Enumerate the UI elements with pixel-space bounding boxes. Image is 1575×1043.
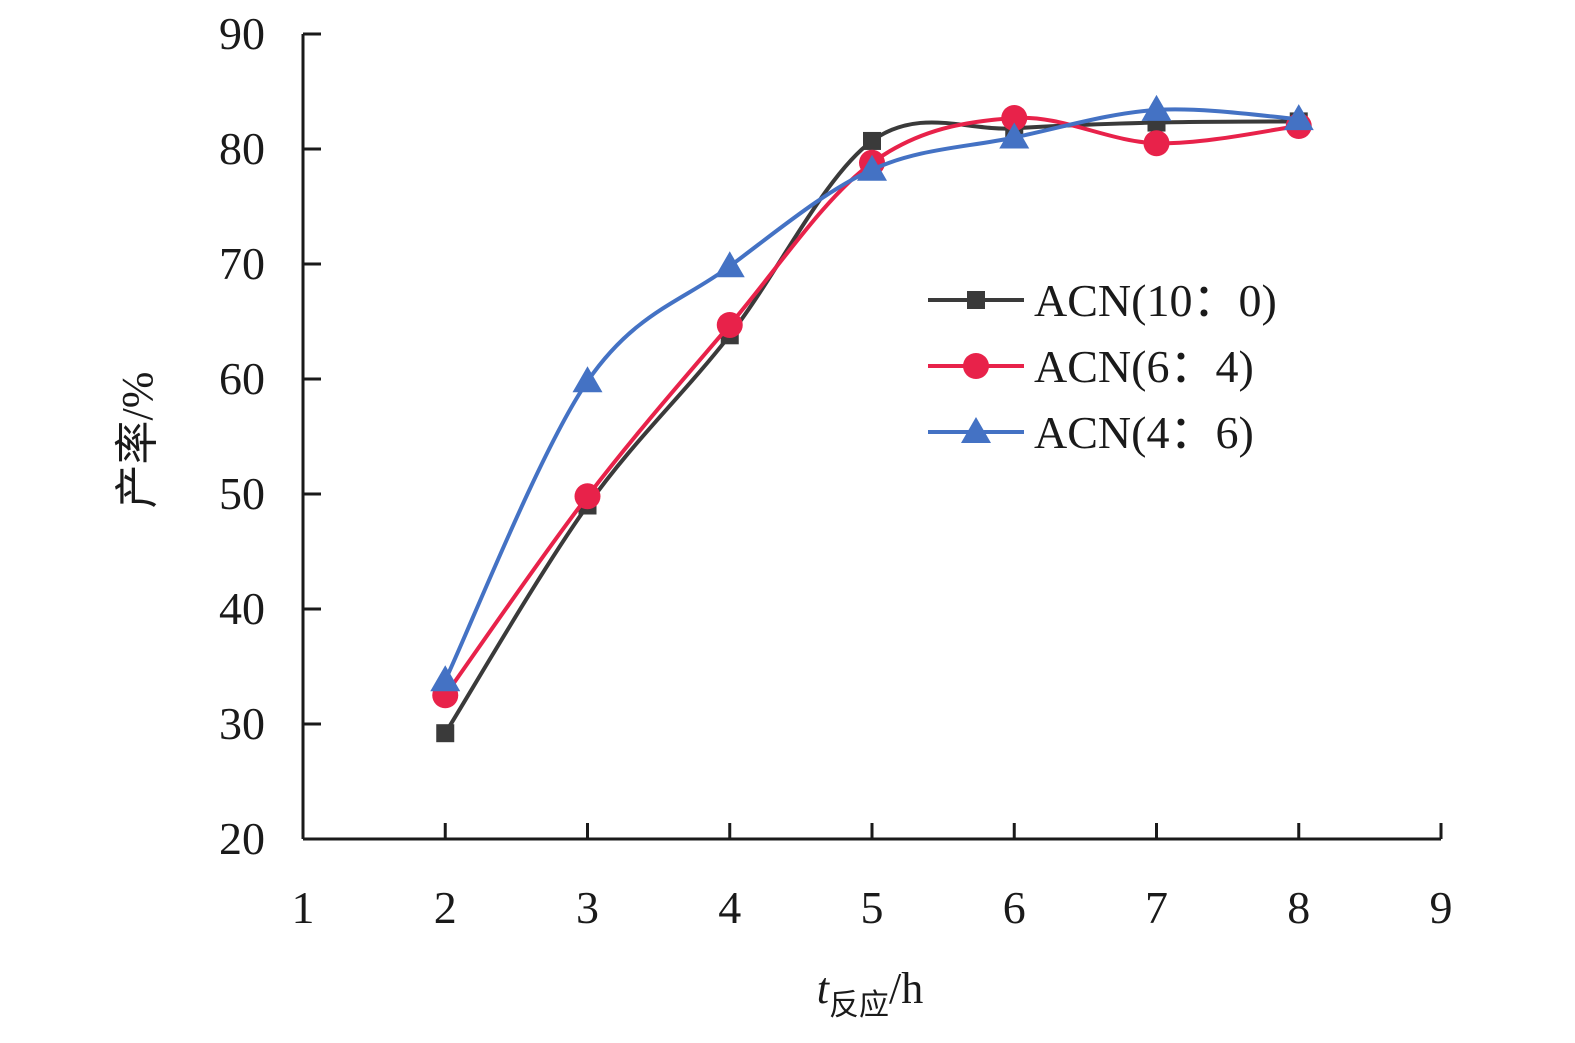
data-point xyxy=(430,665,461,692)
series-line xyxy=(443,119,1299,735)
x-axis-title: t反应/h xyxy=(817,964,923,1022)
y-tick-label: 70 xyxy=(219,238,265,289)
y-axis-title: 产率/% xyxy=(113,372,162,509)
series-line xyxy=(443,107,1299,682)
data-point xyxy=(436,724,455,743)
x-tick-label: 5 xyxy=(861,882,884,933)
legend-item: ACN(4：6) xyxy=(928,407,1254,458)
legend-label: ACN(10：0) xyxy=(1034,275,1277,326)
y-tick-label: 20 xyxy=(219,813,265,864)
data-point xyxy=(1283,104,1314,131)
x-axis-title-unit: /h xyxy=(889,964,923,1013)
series-layer xyxy=(430,94,1314,743)
legend-swatch-marker xyxy=(961,417,991,443)
data-point xyxy=(1143,130,1170,157)
data-point xyxy=(1001,104,1028,131)
data-point xyxy=(714,251,745,278)
data-point xyxy=(999,122,1030,149)
y-tick-label: 30 xyxy=(219,698,265,749)
series-3 xyxy=(430,94,1314,692)
data-point xyxy=(857,154,887,181)
x-tick-label: 4 xyxy=(718,882,741,933)
data-point xyxy=(572,366,603,393)
legend: ACN(10：0) ACN(6：4) ACN(4：6) xyxy=(928,275,1277,458)
data-point xyxy=(863,131,881,150)
data-point xyxy=(716,311,743,338)
legend-label: ACN(6：4) xyxy=(1034,341,1254,392)
y-tick-label: 40 xyxy=(219,583,265,634)
data-point xyxy=(574,483,601,510)
y-tick-label: 60 xyxy=(219,353,265,404)
legend-swatch-marker xyxy=(963,353,989,379)
y-tick-label: 80 xyxy=(219,123,265,174)
legend-label: ACN(4：6) xyxy=(1034,407,1254,458)
data-point xyxy=(1141,94,1172,121)
legend-swatch-marker xyxy=(967,291,985,309)
ticks: 20 30 40 50 60 70 80 90 1 2 3 4 5 6 7 8 9 xyxy=(219,8,1453,933)
x-tick-label: 7 xyxy=(1145,882,1168,933)
y-tick-label: 90 xyxy=(219,8,265,59)
x-tick-label: 6 xyxy=(1003,882,1026,933)
legend-item: ACN(10：0) xyxy=(928,275,1277,326)
x-tick-label: 3 xyxy=(576,882,599,933)
x-tick-label: 8 xyxy=(1287,882,1310,933)
x-tick-label: 1 xyxy=(292,882,315,933)
x-tick-label: 2 xyxy=(434,882,457,933)
y-tick-label: 50 xyxy=(219,468,265,519)
legend-item: ACN(6：4) xyxy=(928,341,1254,392)
x-tick-label: 9 xyxy=(1430,882,1453,933)
x-axis-title-main: t xyxy=(817,964,831,1013)
x-axis-title-subscript: 反应 xyxy=(829,989,889,1022)
